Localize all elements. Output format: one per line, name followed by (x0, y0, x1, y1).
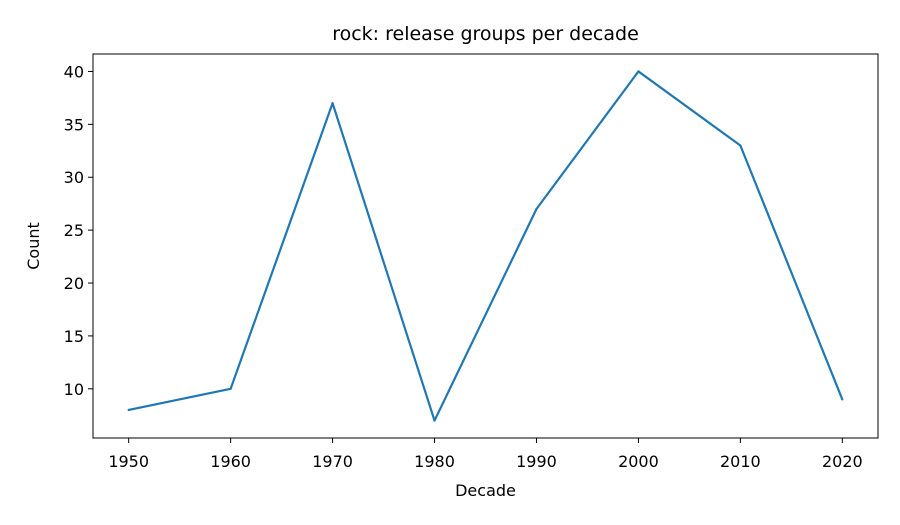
y-tick-label: 15 (64, 327, 84, 346)
x-axis-title: Decade (455, 481, 516, 500)
x-tick-label: 1990 (516, 452, 557, 471)
y-tick-label: 25 (64, 221, 84, 240)
y-tick-label: 10 (64, 380, 84, 399)
series-line-0 (128, 70, 844, 422)
data-point (331, 102, 334, 105)
plot-frame (92, 53, 879, 439)
data-point (637, 70, 640, 73)
x-tick-label: 2020 (822, 452, 863, 471)
data-point (433, 419, 436, 422)
x-tick-label: 1960 (210, 452, 251, 471)
data-point (229, 387, 232, 390)
chart-title: rock: release groups per decade (332, 23, 639, 45)
y-tick-label: 40 (64, 62, 84, 81)
x-tick-label: 1970 (312, 452, 353, 471)
data-point (841, 398, 844, 401)
series-layer (127, 70, 844, 422)
y-axis-ticks: 10 15 20 25 30 35 40 (64, 62, 93, 399)
y-tick-label: 20 (64, 274, 84, 293)
x-tick-label: 2010 (720, 452, 761, 471)
data-point (127, 408, 130, 412)
x-tick-label: 1980 (414, 452, 455, 471)
y-tick-label: 30 (64, 168, 84, 187)
y-tick-label: 35 (64, 115, 84, 134)
data-point (535, 207, 538, 211)
x-tick-label: 2000 (618, 452, 659, 471)
plot-area: 1950 1960 1970 1980 1990 2000 2010 2020 10 15 20 2… (64, 53, 879, 471)
x-tick-label: 1950 (108, 452, 149, 471)
data-point (739, 144, 742, 147)
x-axis-ticks: 1950 1960 1970 1980 1990 2000 2010 2020 (108, 438, 863, 471)
y-axis-title: Count (24, 222, 43, 270)
